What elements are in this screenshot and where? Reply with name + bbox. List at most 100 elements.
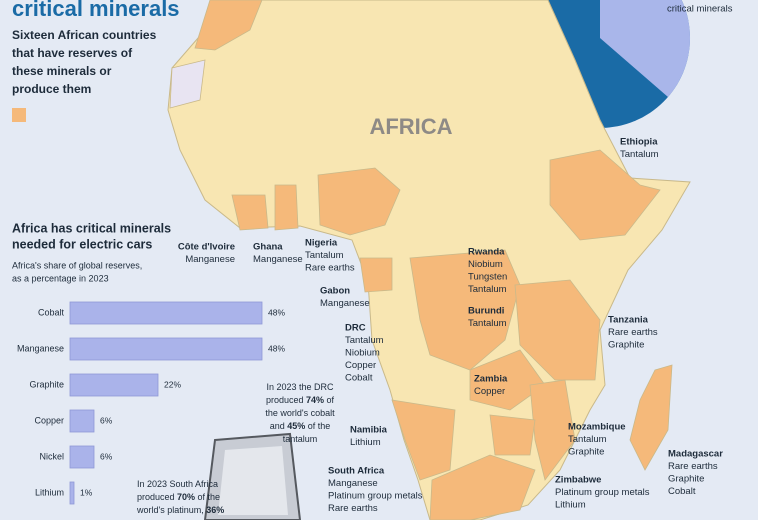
mineral: Manganese bbox=[253, 254, 303, 265]
bar-chart: Cobalt 48% Manganese 48% Graphite 22% Copper 6%… bbox=[17, 301, 285, 505]
country-name: DRC bbox=[345, 323, 366, 334]
value-label: 6% bbox=[100, 415, 113, 425]
bar-label: Cobalt bbox=[38, 307, 65, 317]
mineral: Rare earths bbox=[328, 503, 378, 514]
note-text: produced bbox=[266, 395, 306, 405]
mineral: Lithium bbox=[555, 500, 586, 511]
bar bbox=[69, 373, 159, 397]
mineral: Tantalum bbox=[345, 335, 384, 346]
legend-text: that have reserves of bbox=[12, 46, 133, 60]
legend: Sixteen African countries that have reser… bbox=[12, 28, 157, 96]
chart-title: Africa has critical minerals bbox=[12, 221, 171, 235]
notes: In 2023 the DRC produced 74% of the world'… bbox=[136, 382, 335, 515]
ingot-face bbox=[218, 446, 288, 515]
note-text: 36% bbox=[206, 505, 224, 515]
country-name: Burundi bbox=[468, 306, 504, 317]
mineral: Tantalum bbox=[468, 284, 507, 295]
legend-swatch bbox=[12, 108, 26, 122]
country-name: Gabon bbox=[320, 286, 350, 297]
pie-label: critical minerals bbox=[667, 4, 733, 15]
value-label: 48% bbox=[268, 307, 285, 317]
country-name: Mozambique bbox=[568, 422, 626, 433]
note-line: world's platinum, 36% bbox=[136, 505, 224, 515]
value-label: 48% bbox=[268, 343, 285, 353]
note-line: In 2023 the DRC bbox=[266, 382, 334, 392]
mineral: Platinum group metals bbox=[328, 491, 423, 502]
legend-text: Sixteen African countries bbox=[12, 28, 157, 42]
country-name: South Africa bbox=[328, 466, 385, 477]
mineral: Tungsten bbox=[468, 272, 507, 283]
note-line: and 45% of the bbox=[270, 421, 331, 431]
country-name: Zambia bbox=[474, 374, 508, 385]
note-text: of the bbox=[305, 421, 330, 431]
bar-label: Manganese bbox=[17, 343, 64, 353]
country-name: Côte d'Ivoire bbox=[178, 242, 235, 253]
mineral: Copper bbox=[345, 360, 376, 371]
mineral: Manganese bbox=[320, 298, 370, 309]
note-text: world's platinum, bbox=[136, 505, 206, 515]
bar bbox=[69, 481, 75, 505]
legend-text: these minerals or bbox=[12, 64, 112, 78]
chart-subtitle: as a percentage in 2023 bbox=[12, 273, 109, 283]
chart-subtitle: Africa's share of global reserves, bbox=[12, 260, 142, 270]
mineral: Cobalt bbox=[668, 486, 696, 497]
western-sahara bbox=[169, 59, 206, 109]
note-line: produced 74% of bbox=[266, 395, 335, 405]
mineral: Graphite bbox=[568, 447, 604, 458]
note-text: 70% bbox=[177, 492, 195, 502]
bar bbox=[69, 337, 263, 361]
note-text: of the bbox=[195, 492, 220, 502]
country-name: Nigeria bbox=[305, 238, 338, 249]
country-name: Ethiopia bbox=[620, 137, 658, 148]
chart-title: needed for electric cars bbox=[12, 237, 152, 251]
country-name: Ghana bbox=[253, 242, 283, 253]
country-name: Namibia bbox=[350, 425, 388, 436]
bar-label: Copper bbox=[34, 415, 64, 425]
note-text: In 2023 the DRC bbox=[266, 382, 334, 392]
note-line: In 2023 South Africa bbox=[137, 479, 218, 489]
value-label: 22% bbox=[164, 379, 181, 389]
note-text: the world's cobalt bbox=[265, 408, 335, 418]
value-label: 6% bbox=[100, 451, 113, 461]
mineral: Tantalum bbox=[305, 250, 344, 261]
mineral: Cobalt bbox=[345, 373, 373, 384]
highlighted-countries bbox=[194, 0, 673, 520]
mineral: Manganese bbox=[185, 254, 235, 265]
note-line: tantalum bbox=[283, 434, 318, 444]
note-text: of bbox=[324, 395, 335, 405]
country-name: Tanzania bbox=[608, 315, 649, 326]
mineral: Tantalum bbox=[568, 434, 607, 445]
mineral: Niobium bbox=[345, 348, 380, 359]
mineral: Manganese bbox=[328, 478, 378, 489]
map-label: AFRICA bbox=[369, 114, 452, 139]
bar bbox=[69, 445, 95, 469]
mineral: Graphite bbox=[608, 340, 644, 351]
mineral: Lithium bbox=[350, 437, 381, 448]
bar bbox=[69, 301, 263, 325]
country-name: Madagascar bbox=[668, 449, 723, 460]
mineral: Rare earths bbox=[608, 327, 658, 338]
value-label: 1% bbox=[80, 487, 93, 497]
mineral: Rare earths bbox=[668, 461, 718, 472]
bar-label: Nickel bbox=[39, 451, 64, 461]
note-text: produced bbox=[137, 492, 177, 502]
legend-text: produce them bbox=[12, 82, 91, 96]
mineral: Rare earths bbox=[305, 263, 355, 274]
mineral: Copper bbox=[474, 386, 505, 397]
note-text: 74% bbox=[306, 395, 324, 405]
mineral: Tantalum bbox=[468, 318, 507, 329]
note-line: produced 70% of the bbox=[137, 492, 220, 502]
title: critical minerals bbox=[12, 0, 180, 21]
note-text: tantalum bbox=[283, 434, 318, 444]
bar-label: Graphite bbox=[29, 379, 64, 389]
mineral: Niobium bbox=[468, 259, 503, 270]
bar-label: Lithium bbox=[35, 487, 64, 497]
note-text: In 2023 South Africa bbox=[137, 479, 218, 489]
pie-slice bbox=[600, 0, 690, 97]
note-line: the world's cobalt bbox=[265, 408, 335, 418]
mineral: Tantalum bbox=[620, 149, 659, 160]
mineral: Platinum group metals bbox=[555, 487, 650, 498]
mineral: Graphite bbox=[668, 474, 704, 485]
